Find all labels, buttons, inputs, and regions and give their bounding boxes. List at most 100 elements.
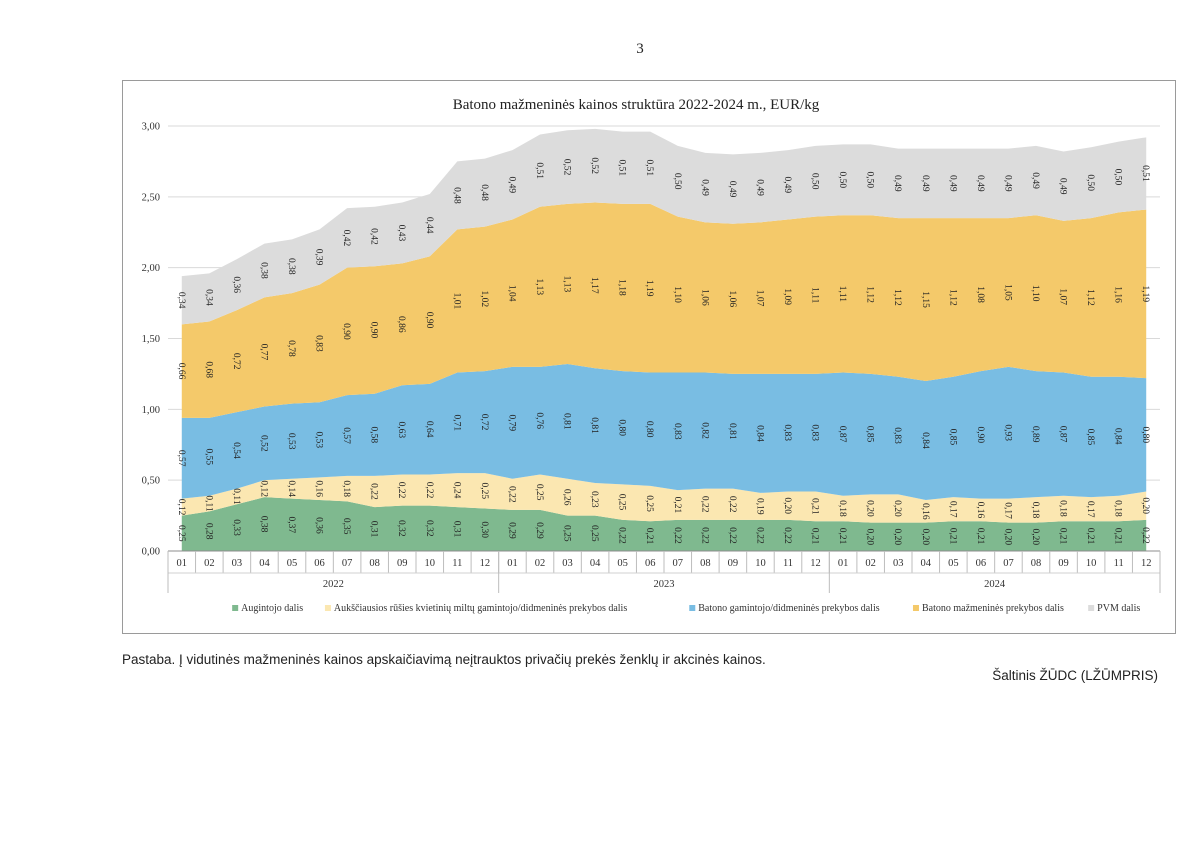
x-tick-label: 08 [700, 558, 711, 569]
x-tick-label: 04 [590, 558, 601, 569]
data-label: 0,22 [672, 527, 682, 544]
data-label: 0,12 [176, 499, 186, 516]
y-tick-label: 2,00 [142, 263, 160, 274]
x-tick-label: 10 [755, 558, 766, 569]
data-label: 0,22 [1140, 527, 1150, 544]
data-label: 0,57 [176, 450, 186, 467]
data-label: 0,22 [506, 486, 516, 503]
data-label: 0,85 [947, 429, 957, 446]
data-label: 0,53 [286, 433, 296, 450]
data-label: 0,21 [947, 528, 957, 545]
data-label: 0,79 [506, 414, 516, 431]
data-label: 0,48 [479, 184, 489, 201]
year-label: 2024 [984, 579, 1006, 590]
data-label: 0,38 [258, 262, 268, 279]
legend-swatch [1088, 605, 1095, 611]
data-label: 0,81 [589, 417, 599, 434]
x-tick-label: 02 [204, 558, 215, 569]
data-label: 0,43 [396, 225, 406, 242]
data-label: 0,49 [727, 181, 737, 198]
data-label: 1,11 [810, 287, 820, 304]
data-label: 0,90 [975, 427, 985, 444]
data-label: 0,34 [176, 292, 186, 309]
data-label: 0,52 [562, 159, 572, 176]
data-label: 1,12 [947, 289, 957, 306]
data-label: 1,12 [892, 289, 902, 306]
data-label: 0,22 [727, 527, 737, 544]
data-label: 0,29 [506, 522, 516, 539]
data-label: 0,84 [920, 432, 930, 449]
x-tick-label: 02 [865, 558, 876, 569]
legend-entry: PVM dalis [1097, 603, 1140, 614]
data-label: 0,49 [754, 179, 764, 196]
x-tick-label: 03 [232, 558, 243, 569]
data-label: 0,71 [451, 414, 461, 431]
x-tick-label: 01 [177, 558, 188, 569]
data-label: 0,21 [1113, 528, 1123, 545]
data-label: 0,14 [286, 480, 296, 497]
data-label: 0,21 [644, 528, 654, 545]
data-label: 0,58 [369, 427, 379, 444]
data-label: 1,19 [1140, 286, 1150, 303]
data-label: 0,83 [314, 335, 324, 352]
data-label: 0,23 [589, 491, 599, 508]
x-tick-label: 05 [617, 558, 628, 569]
source-note: Šaltinis ŽŪDC (LŽŪMPRIS) [992, 668, 1158, 683]
data-label: 0,85 [1085, 429, 1095, 446]
data-label: 1,17 [589, 277, 599, 294]
data-label: 0,72 [231, 353, 241, 370]
data-label: 0,72 [479, 414, 489, 431]
x-tick-label: 12 [1141, 558, 1152, 569]
data-label: 0,20 [865, 500, 875, 517]
data-label: 0,20 [865, 529, 875, 546]
data-label: 1,08 [975, 286, 985, 303]
x-tick-label: 07 [673, 558, 684, 569]
data-label: 0,49 [947, 175, 957, 192]
data-label: 0,50 [837, 172, 847, 189]
data-label: 0,55 [203, 448, 213, 465]
data-label: 1,13 [562, 276, 572, 293]
chart-title: Batono mažmeninės kainos struktūra 2022-… [453, 97, 820, 113]
data-label: 0,49 [892, 175, 902, 192]
data-label: 0,89 [1030, 426, 1040, 443]
data-label: 0,50 [1113, 169, 1123, 186]
x-tick-label: 07 [342, 558, 353, 569]
data-label: 1,06 [699, 289, 709, 306]
data-label: 0,22 [424, 482, 434, 499]
legend-swatch [232, 605, 239, 611]
x-tick-label: 11 [452, 558, 462, 569]
data-label: 0,49 [975, 175, 985, 192]
y-tick-label: 0,00 [142, 547, 160, 558]
data-label: 0,22 [782, 527, 792, 544]
data-label: 0,83 [782, 424, 792, 441]
data-label: 0,87 [837, 426, 847, 443]
data-label: 0,38 [258, 516, 268, 533]
data-label: 0,16 [314, 480, 324, 497]
data-label: 0,17 [947, 501, 957, 518]
data-label: 1,12 [1085, 289, 1095, 306]
data-label: 0,42 [341, 230, 351, 247]
x-tick-label: 08 [369, 558, 380, 569]
data-label: 0,20 [782, 497, 792, 514]
x-tick-label: 01 [507, 558, 518, 569]
data-label: 0,49 [920, 175, 930, 192]
data-label: 0,93 [1002, 424, 1012, 441]
data-label: 0,83 [892, 427, 902, 444]
area-series-5 [181, 128, 1147, 325]
page-number: 3 [636, 41, 644, 57]
data-label: 0,21 [1058, 528, 1068, 545]
data-label: 0,83 [672, 423, 682, 440]
data-label: 0,48 [451, 187, 461, 204]
data-label: 0,25 [562, 525, 572, 542]
data-label: 1,07 [754, 290, 764, 307]
data-label: 0,33 [231, 519, 241, 536]
data-label: 1,01 [451, 293, 461, 310]
data-label: 0,21 [1085, 528, 1095, 545]
data-label: 0,38 [286, 258, 296, 275]
data-label: 0,25 [534, 484, 544, 501]
data-label: 0,26 [562, 489, 572, 506]
data-label: 1,10 [1030, 285, 1040, 302]
data-label: 0,25 [589, 525, 599, 542]
data-label: 0,37 [286, 516, 296, 533]
x-tick-label: 11 [1114, 558, 1124, 569]
